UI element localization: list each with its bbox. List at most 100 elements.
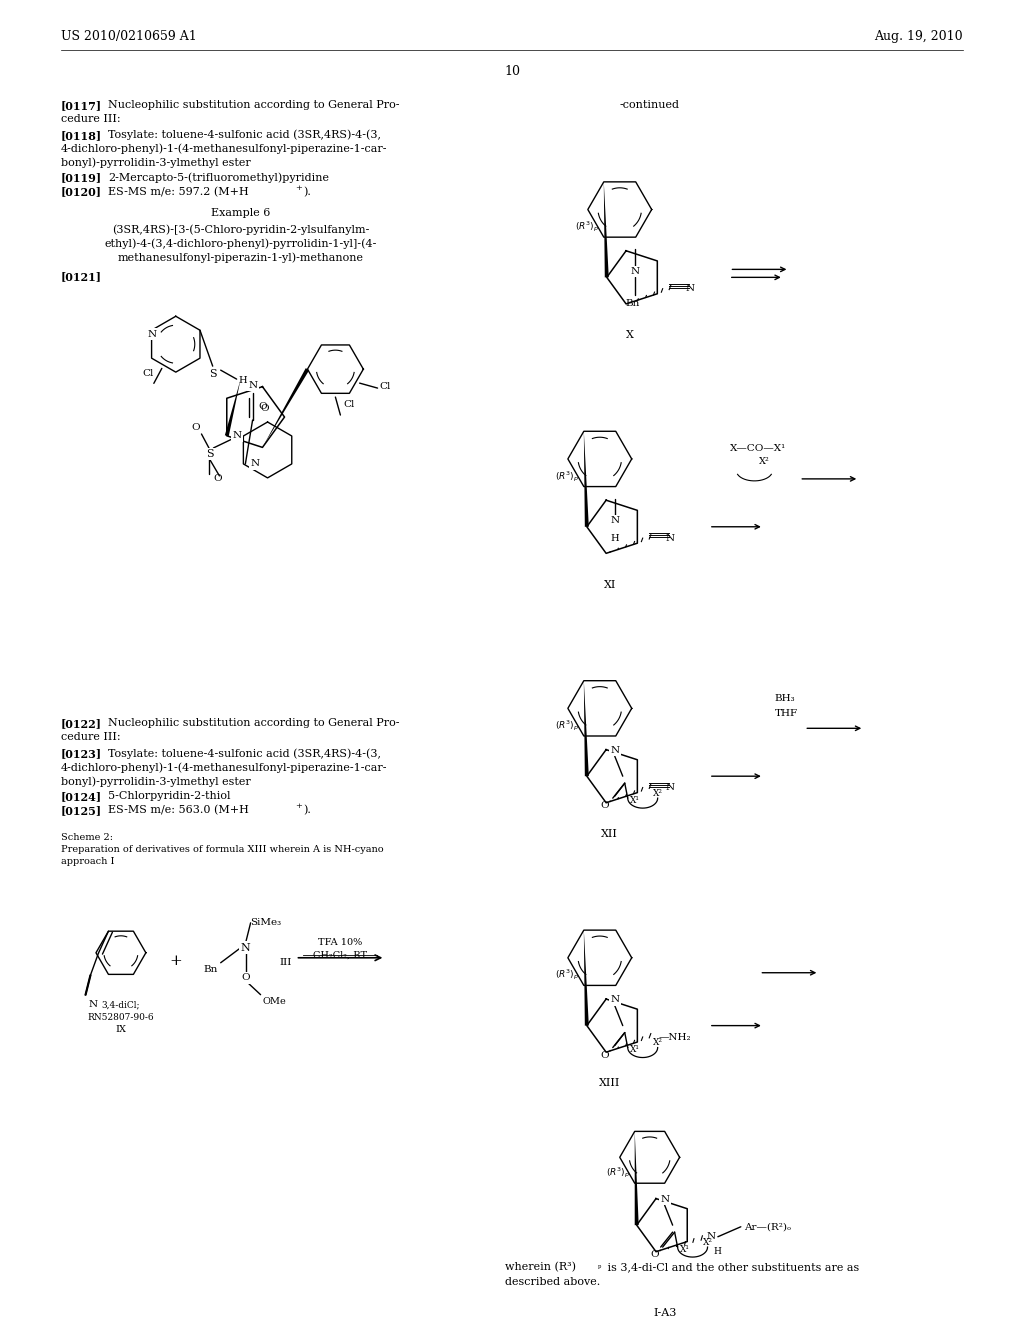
Text: 2-Mercapto-5-(trifluoromethyl)pyridine: 2-Mercapto-5-(trifluoromethyl)pyridine bbox=[108, 173, 329, 183]
Text: I-A3: I-A3 bbox=[653, 1308, 676, 1317]
Text: X¹: X¹ bbox=[630, 1045, 640, 1055]
Text: cedure III:: cedure III: bbox=[61, 733, 121, 742]
Text: Tosylate: toluene-4-sulfonic acid (3SR,4RS)-4-(3,: Tosylate: toluene-4-sulfonic acid (3SR,4… bbox=[108, 129, 381, 140]
Text: 4-dichloro-phenyl)-1-(4-methanesulfonyl-piperazine-1-car-: 4-dichloro-phenyl)-1-(4-methanesulfonyl-… bbox=[61, 144, 387, 154]
Text: N: N bbox=[88, 1001, 97, 1008]
Text: +: + bbox=[296, 183, 302, 191]
Text: 10: 10 bbox=[504, 65, 520, 78]
Text: ES-MS m/e: 597.2 (M+H: ES-MS m/e: 597.2 (M+H bbox=[108, 186, 249, 197]
Text: [0119]: [0119] bbox=[61, 173, 102, 183]
Text: approach I: approach I bbox=[61, 857, 115, 866]
Text: N: N bbox=[630, 267, 639, 276]
Text: IX: IX bbox=[116, 1024, 126, 1034]
Text: BH₃: BH₃ bbox=[774, 694, 795, 702]
Text: N: N bbox=[241, 942, 251, 953]
Text: N: N bbox=[666, 783, 675, 792]
Text: CH₂Cl₂, RT: CH₂Cl₂, RT bbox=[313, 950, 368, 960]
Polygon shape bbox=[262, 368, 309, 447]
Text: N: N bbox=[660, 1195, 670, 1204]
Text: O: O bbox=[191, 422, 200, 432]
Polygon shape bbox=[635, 1131, 639, 1225]
Text: 4-dichloro-phenyl)-1-(4-methanesulfonyl-piperazine-1-car-: 4-dichloro-phenyl)-1-(4-methanesulfonyl-… bbox=[61, 762, 387, 772]
Text: Cl: Cl bbox=[380, 381, 391, 391]
Text: XII: XII bbox=[601, 829, 618, 840]
Text: S: S bbox=[209, 370, 216, 379]
Text: —NH₂: —NH₂ bbox=[659, 1032, 691, 1041]
Text: X²: X² bbox=[652, 1038, 663, 1047]
Text: XIII: XIII bbox=[599, 1078, 621, 1089]
Text: US 2010/0210659 A1: US 2010/0210659 A1 bbox=[61, 30, 197, 44]
Text: N: N bbox=[232, 432, 242, 441]
Text: is 3,4-di-Cl and the other substituents are as: is 3,4-di-Cl and the other substituents … bbox=[604, 1262, 859, 1272]
Text: O: O bbox=[600, 801, 609, 810]
Text: ES-MS m/e: 563.0 (M+H: ES-MS m/e: 563.0 (M+H bbox=[108, 805, 249, 816]
Text: N: N bbox=[251, 459, 260, 469]
Text: Preparation of derivatives of formula XIII wherein A is NH-cyano: Preparation of derivatives of formula XI… bbox=[61, 845, 384, 854]
Text: N: N bbox=[248, 380, 257, 389]
Text: X¹: X¹ bbox=[630, 796, 640, 805]
Text: Tosylate: toluene-4-sulfonic acid (3SR,4RS)-4-(3,: Tosylate: toluene-4-sulfonic acid (3SR,4… bbox=[108, 748, 381, 759]
Text: [0123]: [0123] bbox=[61, 748, 102, 759]
Text: Nucleophilic substitution according to General Pro-: Nucleophilic substitution according to G… bbox=[108, 100, 399, 110]
Text: N: N bbox=[707, 1233, 716, 1241]
Text: ethyl)-4-(3,4-dichloro-phenyl)-pyrrolidin-1-yl]-(4-: ethyl)-4-(3,4-dichloro-phenyl)-pyrrolidi… bbox=[104, 239, 377, 249]
Text: X—CO—X¹: X—CO—X¹ bbox=[729, 445, 785, 454]
Text: Aug. 19, 2010: Aug. 19, 2010 bbox=[874, 30, 963, 44]
Text: O: O bbox=[650, 1250, 659, 1259]
Text: $(R^3)_p$: $(R^3)_p$ bbox=[605, 1166, 630, 1180]
Text: [0117]: [0117] bbox=[61, 100, 102, 111]
Text: N: N bbox=[666, 533, 675, 543]
Text: N: N bbox=[147, 330, 156, 339]
Text: bonyl)-pyrrolidin-3-ylmethyl ester: bonyl)-pyrrolidin-3-ylmethyl ester bbox=[61, 157, 251, 168]
Text: +: + bbox=[169, 954, 182, 968]
Text: O: O bbox=[242, 973, 250, 982]
Text: N: N bbox=[610, 746, 620, 755]
Text: X²: X² bbox=[702, 1238, 713, 1246]
Text: $(R^3)_p$: $(R^3)_p$ bbox=[574, 219, 599, 234]
Text: wherein (R³): wherein (R³) bbox=[505, 1262, 577, 1272]
Text: S: S bbox=[209, 370, 216, 379]
Text: H: H bbox=[610, 533, 620, 543]
Text: N: N bbox=[610, 516, 620, 525]
Text: H: H bbox=[714, 1246, 722, 1255]
Polygon shape bbox=[584, 432, 589, 527]
Text: N: N bbox=[610, 995, 620, 1005]
Text: Bn: Bn bbox=[626, 300, 640, 309]
Text: RN52807-90-6: RN52807-90-6 bbox=[88, 1012, 155, 1022]
Text: XI: XI bbox=[603, 579, 616, 590]
Text: H: H bbox=[239, 376, 247, 385]
Text: [0120]: [0120] bbox=[61, 186, 102, 198]
Text: 3,4-diCl;: 3,4-diCl; bbox=[101, 1001, 140, 1010]
Text: ₚ: ₚ bbox=[598, 1262, 601, 1270]
Text: $(R^3)_p$: $(R^3)_p$ bbox=[555, 469, 579, 483]
Text: OMe: OMe bbox=[262, 997, 287, 1006]
Text: X: X bbox=[626, 330, 634, 341]
Text: +: + bbox=[296, 803, 302, 810]
Text: Bn: Bn bbox=[204, 965, 218, 974]
Text: Nucleophilic substitution according to General Pro-: Nucleophilic substitution according to G… bbox=[108, 718, 399, 729]
Text: N: N bbox=[686, 284, 695, 293]
Text: [0125]: [0125] bbox=[61, 805, 102, 816]
Text: [0122]: [0122] bbox=[61, 718, 102, 730]
Text: Example 6: Example 6 bbox=[211, 207, 270, 218]
Text: $(R^3)_p$: $(R^3)_p$ bbox=[555, 718, 579, 733]
Text: ).: ). bbox=[303, 805, 311, 816]
Text: methanesulfonyl-piperazin-1-yl)-methanone: methanesulfonyl-piperazin-1-yl)-methanon… bbox=[118, 252, 364, 263]
Text: O: O bbox=[260, 404, 269, 413]
Text: TFA 10%: TFA 10% bbox=[318, 937, 362, 946]
Text: $(R^3)_p$: $(R^3)_p$ bbox=[555, 968, 579, 982]
Text: (3SR,4RS)-[3-(5-Chloro-pyridin-2-ylsulfanylm-: (3SR,4RS)-[3-(5-Chloro-pyridin-2-ylsulfa… bbox=[112, 224, 370, 235]
Text: cedure III:: cedure III: bbox=[61, 114, 121, 124]
Text: SiMe₃: SiMe₃ bbox=[251, 917, 282, 927]
Text: [0124]: [0124] bbox=[61, 791, 102, 803]
Text: O: O bbox=[259, 401, 267, 411]
Text: [0121]: [0121] bbox=[61, 272, 102, 282]
Polygon shape bbox=[604, 182, 609, 277]
Text: O: O bbox=[213, 474, 222, 483]
Text: -continued: -continued bbox=[620, 100, 680, 110]
Text: Scheme 2:: Scheme 2: bbox=[61, 833, 113, 842]
Text: THF: THF bbox=[774, 709, 798, 718]
Text: X²: X² bbox=[760, 458, 770, 466]
Text: O: O bbox=[600, 1051, 609, 1060]
Polygon shape bbox=[225, 379, 241, 437]
